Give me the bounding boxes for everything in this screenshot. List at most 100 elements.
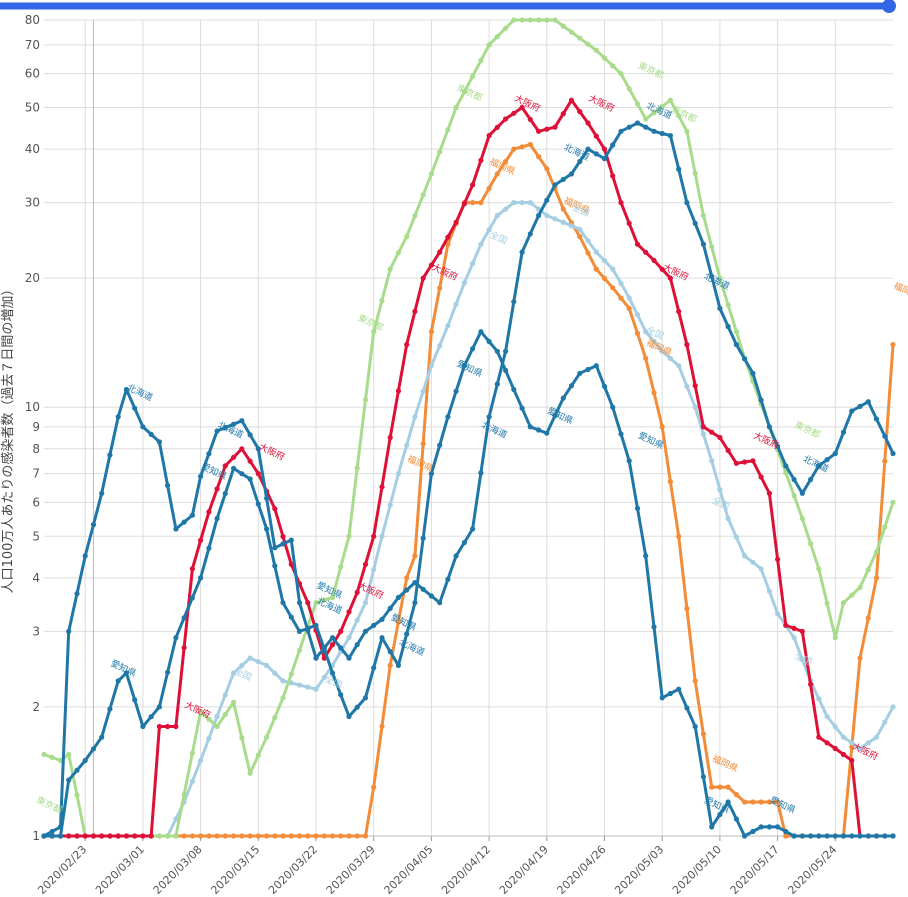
- series-point: [462, 280, 467, 285]
- series-point: [841, 752, 846, 757]
- series-point: [338, 833, 343, 838]
- series-point: [569, 171, 574, 176]
- series-point: [520, 406, 525, 411]
- series-point: [99, 491, 104, 496]
- series-point: [783, 829, 788, 834]
- series-point: [132, 406, 137, 411]
- series-point: [50, 829, 55, 834]
- series-point: [272, 506, 277, 511]
- series-point: [825, 833, 830, 838]
- series-point: [470, 74, 475, 79]
- series-point: [239, 446, 244, 451]
- y-tick-label: 4: [32, 571, 40, 585]
- series-label: 北海道: [702, 270, 732, 292]
- series-point: [709, 458, 714, 463]
- series-point: [651, 258, 656, 263]
- series-point: [330, 635, 335, 640]
- series-point: [577, 371, 582, 376]
- series-point: [841, 833, 846, 838]
- y-tick-label: 8: [32, 442, 40, 456]
- series-point: [116, 414, 121, 419]
- series-point: [404, 443, 409, 448]
- series-point: [215, 714, 220, 719]
- series-point: [280, 600, 285, 605]
- series-label: 東京都: [356, 312, 386, 334]
- series-point: [272, 671, 277, 676]
- series-point: [495, 171, 500, 176]
- series-point: [231, 833, 236, 838]
- series-point: [594, 267, 599, 272]
- series-point: [825, 740, 830, 745]
- series-point: [552, 182, 557, 187]
- series-point: [569, 223, 574, 228]
- x-tick-label: 2020/03/15: [208, 843, 262, 897]
- series-point: [759, 824, 764, 829]
- series-point: [412, 580, 417, 585]
- series-point: [857, 833, 862, 838]
- series-point: [91, 833, 96, 838]
- slider-handle[interactable]: [882, 0, 896, 13]
- series-point: [792, 635, 797, 640]
- series-point: [264, 496, 269, 501]
- series-point: [594, 250, 599, 255]
- series-point: [717, 487, 722, 492]
- series-line: [44, 203, 893, 836]
- series-point: [767, 491, 772, 496]
- series-point: [41, 833, 46, 838]
- series-point: [503, 116, 508, 121]
- series-point: [618, 281, 623, 286]
- series-point: [107, 452, 112, 457]
- series-point: [223, 833, 228, 838]
- series-point: [635, 242, 640, 247]
- series-point: [684, 384, 689, 389]
- series-point: [693, 221, 698, 226]
- series-point: [495, 382, 500, 387]
- series-point: [313, 656, 318, 661]
- series-point: [421, 441, 426, 446]
- series-point: [767, 424, 772, 429]
- y-tick-label: 80: [25, 13, 40, 27]
- series-point: [140, 833, 145, 838]
- series-point: [825, 457, 830, 462]
- series-point: [643, 553, 648, 558]
- series-point: [602, 384, 607, 389]
- series-point: [140, 424, 145, 429]
- series-point: [849, 408, 854, 413]
- series-line: [44, 20, 893, 836]
- series-point: [445, 235, 450, 240]
- series-point: [610, 63, 615, 68]
- series-point: [157, 439, 162, 444]
- y-tick-label: 10: [25, 400, 40, 414]
- date-range-slider[interactable]: [0, 0, 896, 13]
- series-label: 愛知県: [702, 794, 732, 816]
- series-point: [206, 546, 211, 551]
- series-point: [750, 458, 755, 463]
- series-point: [684, 200, 689, 205]
- series-point: [470, 526, 475, 531]
- series-point: [437, 343, 442, 348]
- series-point: [684, 342, 689, 347]
- series-point: [882, 833, 887, 838]
- series-point: [874, 575, 879, 580]
- series-point: [74, 833, 79, 838]
- series-point: [157, 704, 162, 709]
- series-point: [734, 535, 739, 540]
- series-point: [767, 824, 772, 829]
- series-point: [297, 682, 302, 687]
- series-point: [520, 250, 525, 255]
- series-label: 大阪府: [661, 261, 691, 283]
- series-label: 東京都: [34, 794, 64, 816]
- series-point: [536, 427, 541, 432]
- y-tick-label: 50: [25, 101, 40, 115]
- series-point: [264, 735, 269, 740]
- series-point: [454, 105, 459, 110]
- series-point: [520, 200, 525, 205]
- series-point: [890, 833, 895, 838]
- series-point: [487, 339, 492, 344]
- series-point: [602, 258, 607, 263]
- series-label: 東京都: [669, 103, 699, 125]
- series-point: [190, 566, 195, 571]
- series-point: [66, 752, 71, 757]
- series-point: [569, 383, 574, 388]
- series-point: [297, 648, 302, 653]
